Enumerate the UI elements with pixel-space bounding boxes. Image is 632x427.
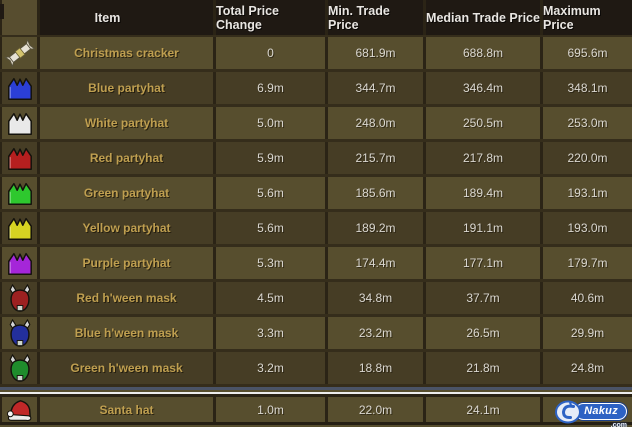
column-header-min-trade-price: Min. Trade Price xyxy=(325,0,423,35)
column-header-maximum-price: Maximum Price xyxy=(540,0,632,35)
min-trade-price-value: 215.7m xyxy=(325,142,423,174)
item-name-link[interactable]: Red h'ween mask xyxy=(37,282,213,314)
bottom-row-sliver xyxy=(0,425,632,427)
table-row: Blue partyhat 6.9m 344.7m 346.4m 348.1m xyxy=(0,72,632,107)
total-price-change-value: 3.2m xyxy=(213,352,325,384)
green-hween-mask-icon xyxy=(0,352,37,384)
median-trade-price-value: 250.5m xyxy=(423,107,540,139)
min-trade-price-value: 681.9m xyxy=(325,37,423,69)
christmas-cracker-icon xyxy=(0,37,37,69)
table-row: Yellow partyhat 5.6m 189.2m 191.1m 193.0m xyxy=(0,212,632,247)
table-row: White partyhat 5.0m 248.0m 250.5m 253.0m xyxy=(0,107,632,142)
column-header-item: Item xyxy=(37,0,213,35)
maximum-price-value: 40.6m xyxy=(540,282,632,314)
maximum-price-value: 695.6m xyxy=(540,37,632,69)
santa-hat-icon xyxy=(0,397,37,422)
left-edge-notch xyxy=(0,4,4,19)
white-partyhat-icon xyxy=(0,107,37,139)
red-partyhat-icon xyxy=(0,142,37,174)
item-name-link[interactable]: Green h'ween mask xyxy=(37,352,213,384)
blue-hween-mask-icon xyxy=(0,317,37,349)
median-trade-price-value: 191.1m xyxy=(423,212,540,244)
maximum-price-value: 348.1m xyxy=(540,72,632,104)
table-row: Christmas cracker 0 681.9m 688.8m 695.6m xyxy=(0,37,632,72)
maximum-price-value: 193.0m xyxy=(540,212,632,244)
green-partyhat-icon xyxy=(0,177,37,209)
nakuz-watermark-text: Nakuz xyxy=(575,402,627,420)
maximum-price-value: 253.0m xyxy=(540,107,632,139)
item-name-link[interactable]: Blue h'ween mask xyxy=(37,317,213,349)
median-trade-price-value: 189.4m xyxy=(423,177,540,209)
bottom-separator xyxy=(0,422,632,425)
maximum-price-value: 220.0m xyxy=(540,142,632,174)
median-trade-price-value: 24.1m xyxy=(423,397,540,422)
item-name-link[interactable]: Green partyhat xyxy=(37,177,213,209)
min-trade-price-value: 189.2m xyxy=(325,212,423,244)
table-row: Blue h'ween mask 3.3m 23.2m 26.5m 29.9m xyxy=(0,317,632,352)
item-name-link[interactable]: Red partyhat xyxy=(37,142,213,174)
table-row: Purple partyhat 5.3m 174.4m 177.1m 179.7m xyxy=(0,247,632,282)
item-name-link[interactable]: Yellow partyhat xyxy=(37,212,213,244)
median-trade-price-value: 688.8m xyxy=(423,37,540,69)
min-trade-price-value: 344.7m xyxy=(325,72,423,104)
item-name-link[interactable]: Blue partyhat xyxy=(37,72,213,104)
min-trade-price-value: 22.0m xyxy=(325,397,423,422)
header-row: Item Total Price Change Min. Trade Price Me… xyxy=(0,0,632,37)
table-row: Red h'ween mask 4.5m 34.8m 37.7m 40.6m xyxy=(0,282,632,317)
total-price-change-value: 5.0m xyxy=(213,107,325,139)
table-row: Santa hat 1.0m 22.0m 24.1m xyxy=(0,397,632,422)
min-trade-price-value: 34.8m xyxy=(325,282,423,314)
total-price-change-value: 4.5m xyxy=(213,282,325,314)
nakuz-logo-swirl-icon xyxy=(555,400,582,423)
maximum-price-value: 24.8m xyxy=(540,352,632,384)
maximum-price-value: 193.1m xyxy=(540,177,632,209)
median-trade-price-value: 37.7m xyxy=(423,282,540,314)
median-trade-price-value: 177.1m xyxy=(423,247,540,279)
blue-partyhat-icon xyxy=(0,72,37,104)
yellow-partyhat-icon xyxy=(0,212,37,244)
item-name-link[interactable]: Christmas cracker xyxy=(37,37,213,69)
purple-partyhat-icon xyxy=(0,247,37,279)
total-price-change-value: 5.6m xyxy=(213,177,325,209)
table-body: Christmas cracker 0 681.9m 688.8m 695.6m Blu… xyxy=(0,37,632,422)
column-header-total-price-change: Total Price Change xyxy=(213,0,325,35)
total-price-change-value: 3.3m xyxy=(213,317,325,349)
item-name-link[interactable]: Purple partyhat xyxy=(37,247,213,279)
total-price-change-value: 5.6m xyxy=(213,212,325,244)
maximum-price-value: 179.7m xyxy=(540,247,632,279)
red-hween-mask-icon xyxy=(0,282,37,314)
median-trade-price-value: 21.8m xyxy=(423,352,540,384)
min-trade-price-value: 185.6m xyxy=(325,177,423,209)
median-trade-price-value: 217.8m xyxy=(423,142,540,174)
table-row: Red partyhat 5.9m 215.7m 217.8m 220.0m xyxy=(0,142,632,177)
table-row: Green h'ween mask 3.2m 18.8m 21.8m 24.8m xyxy=(0,352,632,387)
min-trade-price-value: 248.0m xyxy=(325,107,423,139)
window-edge-divider xyxy=(0,387,632,397)
median-trade-price-value: 26.5m xyxy=(423,317,540,349)
total-price-change-value: 0 xyxy=(213,37,325,69)
min-trade-price-value: 174.4m xyxy=(325,247,423,279)
table-row: Green partyhat 5.6m 185.6m 189.4m 193.1m xyxy=(0,177,632,212)
min-trade-price-value: 23.2m xyxy=(325,317,423,349)
nakuz-watermark: Nakuz .com xyxy=(555,398,627,427)
total-price-change-value: 5.9m xyxy=(213,142,325,174)
nakuz-watermark-suffix: .com xyxy=(610,422,627,427)
item-name-link[interactable]: Santa hat xyxy=(37,397,213,422)
median-trade-price-value: 346.4m xyxy=(423,72,540,104)
min-trade-price-value: 18.8m xyxy=(325,352,423,384)
icon-column-header xyxy=(0,0,37,35)
column-header-median-trade-price: Median Trade Price xyxy=(423,0,540,35)
total-price-change-value: 5.3m xyxy=(213,247,325,279)
maximum-price-value: 29.9m xyxy=(540,317,632,349)
total-price-change-value: 1.0m xyxy=(213,397,325,422)
total-price-change-value: 6.9m xyxy=(213,72,325,104)
item-name-link[interactable]: White partyhat xyxy=(37,107,213,139)
